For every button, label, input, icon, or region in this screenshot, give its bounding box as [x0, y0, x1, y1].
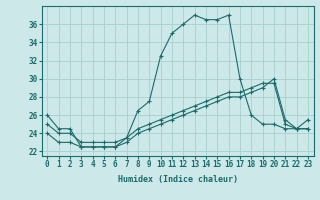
X-axis label: Humidex (Indice chaleur): Humidex (Indice chaleur) [118, 175, 237, 184]
